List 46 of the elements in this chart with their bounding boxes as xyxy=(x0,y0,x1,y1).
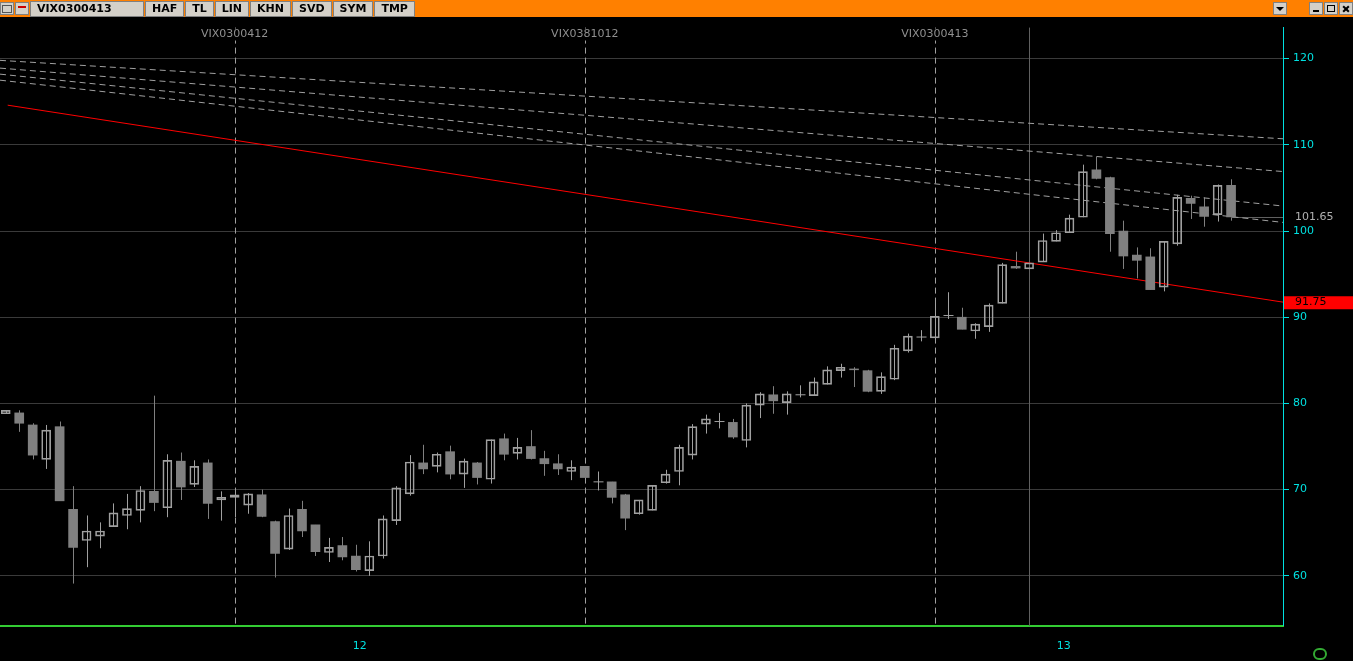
candlestick xyxy=(620,493,630,531)
candlestick xyxy=(956,307,967,330)
candlestick xyxy=(351,544,361,572)
ref-line-label: VIX0300412 xyxy=(201,27,269,41)
candlestick xyxy=(256,489,267,518)
y-tick-label: 80 xyxy=(1293,396,1307,410)
candlestick xyxy=(553,453,563,476)
candlestick xyxy=(526,429,536,460)
candlestick xyxy=(14,409,25,433)
y-tick-label: 90 xyxy=(1293,310,1307,324)
y-tick-label: 120 xyxy=(1293,51,1314,65)
text: KHN xyxy=(250,0,291,17)
candlestick xyxy=(1185,195,1196,220)
x-tick-label: 13 xyxy=(1056,639,1071,653)
candlestick xyxy=(149,395,159,512)
ref-line-label: VIX0381012 xyxy=(551,27,619,41)
candlestick xyxy=(418,444,429,475)
candlestick xyxy=(539,450,550,477)
candlestick xyxy=(297,500,307,538)
candlestick xyxy=(728,418,738,440)
y-tick-label: 60 xyxy=(1293,568,1307,582)
text: SVD xyxy=(292,0,332,17)
ref-line-label: 101.65 xyxy=(1295,209,1334,223)
text: TL xyxy=(185,0,214,17)
text: LIN xyxy=(214,0,250,17)
candlestick xyxy=(499,433,509,461)
candlestick xyxy=(337,536,348,561)
candlestick xyxy=(1131,246,1142,279)
y-tick-label: 100 xyxy=(1293,223,1314,237)
candlestick xyxy=(445,445,455,480)
x-tick-label: 12 xyxy=(352,639,367,653)
text: SYM xyxy=(332,0,374,17)
candlestick xyxy=(472,461,482,485)
text: TMP xyxy=(374,0,415,17)
ref-line-label: VIX0300413 xyxy=(901,27,969,41)
chart-title: VIX0300413 xyxy=(30,0,144,17)
text: 91.75 xyxy=(1295,294,1327,308)
candlestick xyxy=(593,471,604,491)
candlestick xyxy=(943,291,954,320)
candlestick xyxy=(795,384,806,398)
y-tick-label: 70 xyxy=(1293,482,1307,496)
y-tick-label: 110 xyxy=(1293,137,1314,151)
candlestick xyxy=(1199,196,1209,228)
candlestick xyxy=(647,484,657,511)
text: HAF xyxy=(145,0,185,17)
candlestick xyxy=(768,385,779,415)
